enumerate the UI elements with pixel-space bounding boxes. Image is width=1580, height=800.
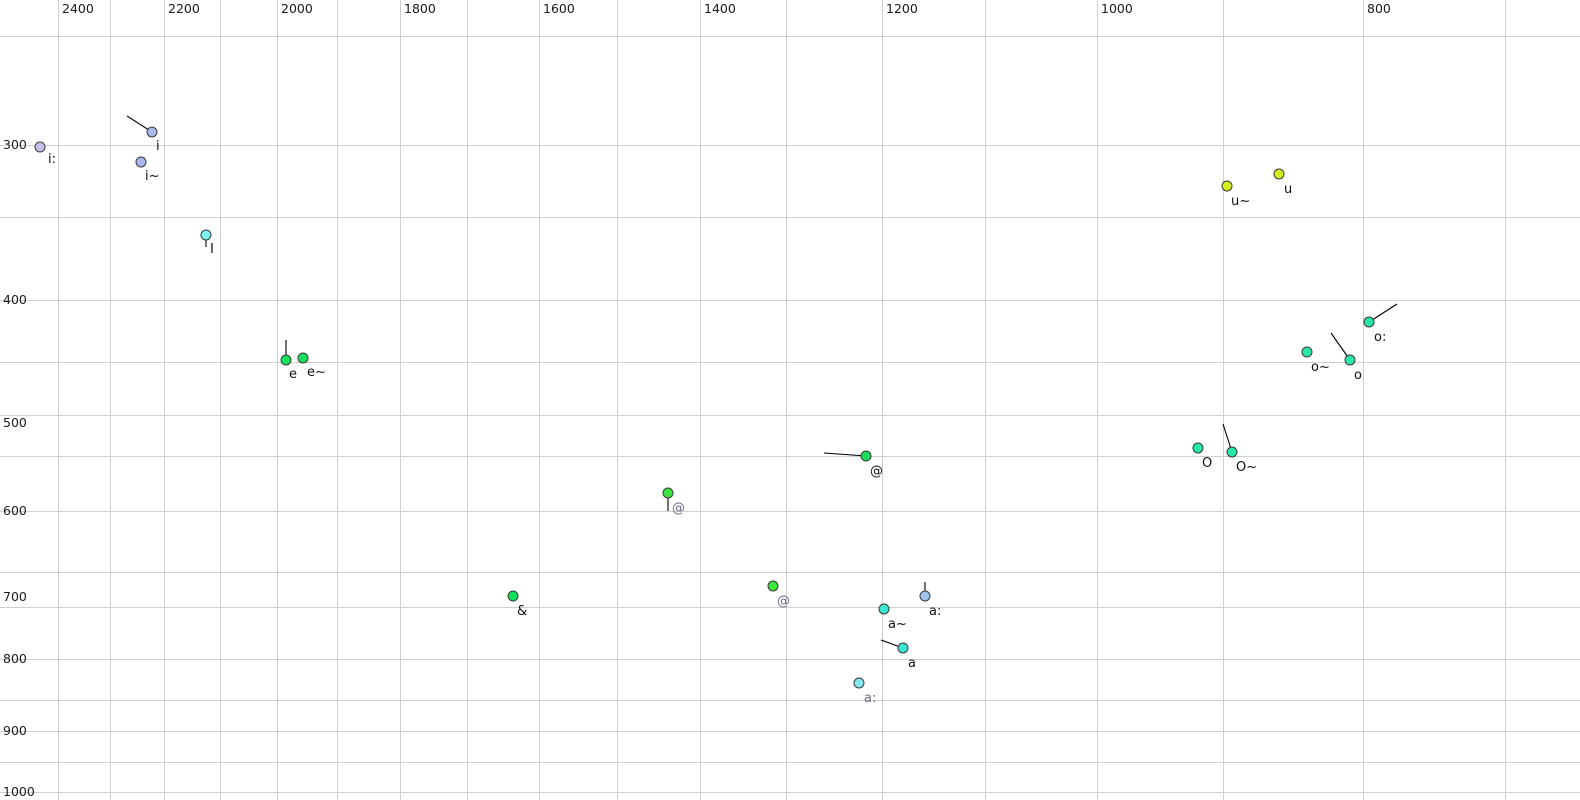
vowel-point-label: I: [210, 242, 214, 257]
gridline-horizontal: [0, 415, 1580, 416]
vowel-point-label: o:: [1374, 330, 1387, 345]
vowel-point-label: O~: [1236, 460, 1258, 475]
gridline-vertical: [1505, 0, 1506, 800]
gridline-vertical: [1097, 0, 1098, 800]
vowel-data-point[interactable]: [860, 450, 872, 462]
gridline-vertical: [882, 0, 883, 800]
x-axis-tick-label: 1800: [404, 1, 436, 16]
x-axis-tick-label: 2200: [168, 1, 200, 16]
gridline-horizontal: [0, 700, 1580, 701]
vowel-data-point[interactable]: [878, 603, 890, 615]
vowel-point-label: O: [1202, 456, 1213, 471]
x-axis-tick-label: 2000: [281, 1, 313, 16]
gridline-vertical: [539, 0, 540, 800]
vowel-data-point[interactable]: [1192, 442, 1204, 454]
x-axis-tick-label: 1400: [704, 1, 736, 16]
vowel-data-point[interactable]: [280, 354, 292, 366]
vowel-point-label: a:: [864, 691, 877, 706]
y-axis-tick-label: 700: [3, 589, 27, 604]
gridline-horizontal: [0, 731, 1580, 732]
vowel-point-label: @: [777, 594, 790, 609]
vowel-point-label: e~: [307, 365, 326, 380]
vowel-data-point[interactable]: [853, 677, 865, 689]
gridline-vertical: [220, 0, 221, 800]
gridline-vertical: [337, 0, 338, 800]
vowel-point-label: i:: [48, 152, 56, 167]
vowel-data-point[interactable]: [146, 126, 158, 138]
gridline-vertical: [617, 0, 618, 800]
vowel-point-label: o: [1354, 368, 1362, 383]
gridline-horizontal: [0, 300, 1580, 301]
gridline-vertical: [164, 0, 165, 800]
vowel-data-point[interactable]: [507, 590, 519, 602]
vowel-point-label: a: [908, 656, 916, 671]
vowel-point-label: i: [156, 139, 160, 154]
x-axis-tick-label: 1200: [886, 1, 918, 16]
x-axis-tick-label: 800: [1367, 1, 1391, 16]
vowel-data-point[interactable]: [1221, 180, 1233, 192]
vowel-data-point[interactable]: [919, 590, 931, 602]
gridline-horizontal: [0, 456, 1580, 457]
gridline-vertical: [400, 0, 401, 800]
y-axis-tick-label: 800: [3, 651, 27, 666]
gridline-vertical: [110, 0, 111, 800]
y-axis-tick-label: 1000: [3, 784, 35, 799]
vowel-point-label: a~: [888, 617, 907, 632]
vowel-point-label: &: [517, 604, 528, 619]
vowel-data-point[interactable]: [897, 642, 909, 654]
gridline-vertical: [786, 0, 787, 800]
y-axis-tick-label: 500: [3, 415, 27, 430]
gridline-horizontal: [0, 762, 1580, 763]
vowel-data-point[interactable]: [767, 580, 779, 592]
y-axis-tick-label: 900: [3, 723, 27, 738]
vowel-data-point[interactable]: [1344, 354, 1356, 366]
y-axis-tick-label: 600: [3, 503, 27, 518]
y-axis-tick-label: 400: [3, 292, 27, 307]
x-axis-tick-label: 1000: [1101, 1, 1133, 16]
gridline-horizontal: [0, 217, 1580, 218]
vowel-point-label: o~: [1311, 360, 1330, 375]
x-axis-tick-label: 1600: [543, 1, 575, 16]
vowel-data-point[interactable]: [1301, 346, 1313, 358]
vowel-data-point[interactable]: [34, 141, 46, 153]
gridline-horizontal: [0, 607, 1580, 608]
gridline-vertical: [700, 0, 701, 800]
gridline-vertical: [467, 0, 468, 800]
gridline-horizontal: [0, 362, 1580, 363]
gridline-horizontal: [0, 511, 1580, 512]
vowel-point-label: i~: [145, 169, 160, 184]
vowel-point-label: a:: [929, 604, 942, 619]
vowel-data-point[interactable]: [1226, 446, 1238, 458]
vowel-data-point[interactable]: [1363, 316, 1375, 328]
vowel-point-label: @: [672, 501, 685, 516]
gridline-horizontal: [0, 145, 1580, 146]
vowel-point-label: u~: [1231, 194, 1251, 209]
gridline-vertical: [277, 0, 278, 800]
y-axis-tick-label: 300: [3, 137, 27, 152]
gridline-horizontal: [0, 36, 1580, 37]
gridline-horizontal: [0, 572, 1580, 573]
gridline-vertical: [985, 0, 986, 800]
vowel-point-label: u: [1284, 182, 1293, 197]
gridline-vertical: [58, 0, 59, 800]
vowel-data-point[interactable]: [662, 487, 674, 499]
vowel-point-label: e: [289, 367, 297, 382]
gridline-vertical: [1223, 0, 1224, 800]
gridline-vertical: [1363, 0, 1364, 800]
vowel-data-point[interactable]: [1273, 168, 1285, 180]
vowel-data-point[interactable]: [135, 156, 147, 168]
gridline-horizontal: [0, 792, 1580, 793]
vowel-point-label: @: [870, 464, 883, 479]
gridline-horizontal: [0, 659, 1580, 660]
vowel-data-point[interactable]: [200, 229, 212, 241]
vowel-data-point[interactable]: [297, 352, 309, 364]
x-axis-tick-label: 2400: [62, 1, 94, 16]
